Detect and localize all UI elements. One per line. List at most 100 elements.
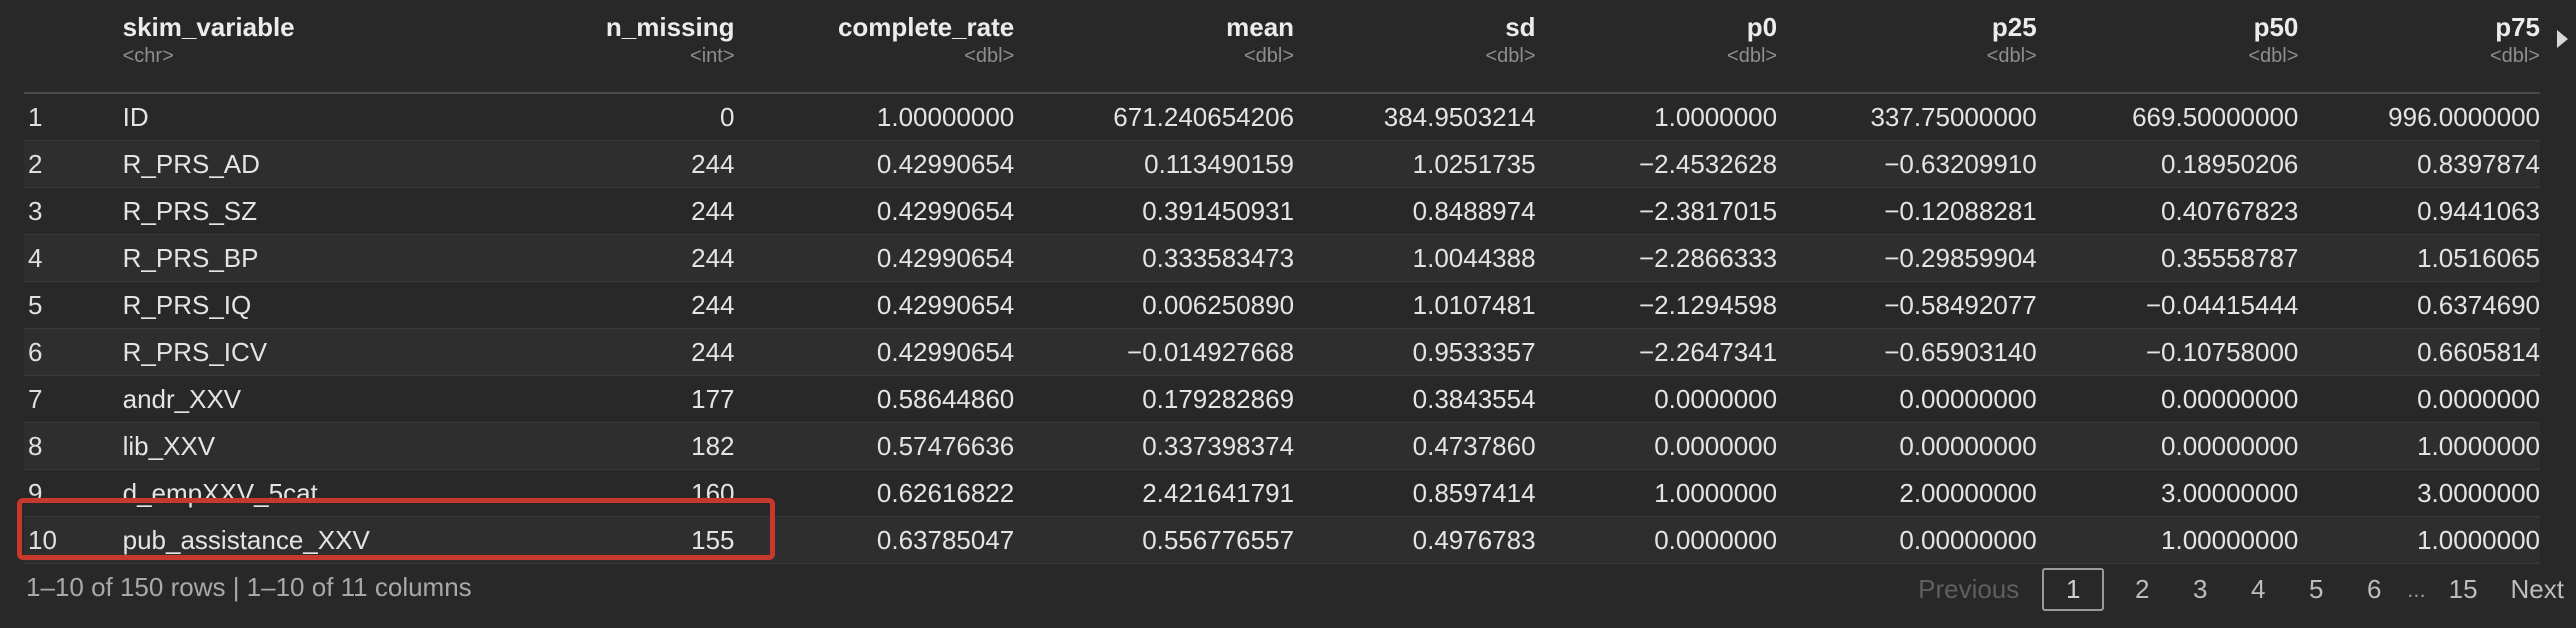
column-type: <dbl> [964,45,1015,67]
column-type: <int> [690,45,735,67]
cell-p75: 1.0516065 [2298,234,2540,282]
column-type: <dbl> [1727,45,1778,67]
cell-skim-variable: R_PRS_AD [122,140,425,188]
column-header-mean[interactable]: mean <dbl> [1014,0,1295,94]
column-header-n-missing[interactable]: n_missing <int> [424,0,735,94]
cell-p25: −0.58492077 [1777,281,2037,329]
cell-sd: 0.8488974 [1294,187,1536,235]
cell-p50: −0.04415444 [2036,281,2299,329]
cell-n-missing: 0 [424,93,735,141]
page-button-3[interactable]: 3 [2193,574,2208,604]
cell-p25: 0.00000000 [1777,422,2037,470]
cell-complete-rate: 1.00000000 [734,93,1015,141]
cell-complete-rate: 0.42990654 [734,234,1015,282]
cell-complete-rate: 0.42990654 [734,140,1015,188]
cell-complete-rate: 0.62616822 [734,469,1015,517]
page-button-1[interactable]: 1 [2042,568,2105,611]
page-button-5[interactable]: 5 [2309,574,2324,604]
cell-row-index: 3 [24,187,123,235]
column-header-p25[interactable]: p25 <dbl> [1777,0,2037,94]
cell-p50: 0.00000000 [2036,375,2299,423]
cell-mean: 0.333583473 [1014,234,1295,282]
cell-complete-rate: 0.57476636 [734,422,1015,470]
cell-p50: 0.18950206 [2036,140,2299,188]
cell-p0: 0.0000000 [1535,516,1778,564]
table-body: 1 ID 0 1.00000000 671.240654206 384.9503214 1.… [24,93,2540,564]
cell-p25: 2.00000000 [1777,469,2037,517]
table-row[interactable]: 10 pub_assistance_XXV 155 0.63785047 0.55677… [24,516,2540,564]
column-type: <dbl> [1243,45,1295,67]
column-header-p50[interactable]: p50 <dbl> [2036,0,2299,94]
header-row: skim_variable <chr> n_missing <int> comple… [24,0,2540,94]
column-header-sd[interactable]: sd <dbl> [1294,0,1536,94]
cell-mean: 2.421641791 [1014,469,1295,517]
cell-sd: 384.9503214 [1294,93,1536,141]
cell-sd: 1.0107481 [1294,281,1536,329]
page-button-2[interactable]: 2 [2135,574,2150,604]
cell-p50: 0.00000000 [2036,422,2299,470]
table-row[interactable]: 2 R_PRS_AD 244 0.42990654 0.113490159 1.02517… [24,140,2540,188]
cell-p25: −0.63209910 [1777,140,2037,188]
column-header-p0[interactable]: p0 <dbl> [1535,0,1778,94]
cell-complete-rate: 0.58644860 [734,375,1015,423]
cell-p25: 337.75000000 [1777,93,2037,141]
cell-p25: −0.12088281 [1777,187,2037,235]
page-button-4[interactable]: 4 [2251,574,2266,604]
cell-row-index: 2 [24,140,123,188]
cell-sd: 0.9533357 [1294,328,1536,376]
cell-p75: 0.6374690 [2298,281,2540,329]
column-type: <dbl> [2489,45,2540,67]
cell-p0: −2.3817015 [1535,187,1778,235]
cell-mean: 0.556776557 [1014,516,1295,564]
column-type: <dbl> [2248,45,2299,67]
cell-skim-variable: andr_XXV [122,375,425,423]
cell-p0: −2.1294598 [1535,281,1778,329]
cell-complete-rate: 0.42990654 [734,281,1015,329]
cell-complete-rate: 0.42990654 [734,187,1015,235]
column-header-complete-rate[interactable]: complete_rate <dbl> [734,0,1015,94]
pagination: Previous 1 2 3 4 5 6 ... 15 Next [1918,568,2572,611]
cell-sd: 0.4976783 [1294,516,1536,564]
cell-mean: 0.179282869 [1014,375,1295,423]
table-row[interactable]: 6 R_PRS_ICV 244 0.42990654 −0.014927668 0.953… [24,328,2540,376]
next-page-button[interactable]: Next [2510,574,2564,604]
table-row[interactable]: 5 R_PRS_IQ 244 0.42990654 0.006250890 1.01074… [24,281,2540,329]
cell-n-missing: 160 [424,469,735,517]
cell-p0: 0.0000000 [1535,375,1778,423]
cell-p50: −0.10758000 [2036,328,2299,376]
cell-skim-variable: R_PRS_SZ [122,187,425,235]
cell-row-index: 9 [24,469,123,517]
cell-row-index: 5 [24,281,123,329]
column-name: mean [1226,12,1295,42]
cell-p50: 1.00000000 [2036,516,2299,564]
table-row[interactable]: 4 R_PRS_BP 244 0.42990654 0.333583473 1.00443… [24,234,2540,282]
cell-p25: −0.65903140 [1777,328,2037,376]
cell-p0: 1.0000000 [1535,93,1778,141]
previous-page-button[interactable]: Previous [1918,574,2020,604]
column-header-index[interactable] [24,0,123,94]
cell-p75: 996.0000000 [2298,93,2540,141]
table-row[interactable]: 9 d_empXXV_5cat 160 0.62616822 2.421641791 0.… [24,469,2540,517]
cell-mean: −0.014927668 [1014,328,1295,376]
column-header-skim-variable[interactable]: skim_variable <chr> [122,0,425,94]
cell-row-index: 10 [24,516,123,564]
column-name: sd [1505,12,1536,42]
cell-mean: 0.337398374 [1014,422,1295,470]
table-footer: 1–10 of 150 rows | 1–10 of 11 columns Pr… [0,560,2576,616]
column-header-p75[interactable]: p75 <dbl> [2298,0,2540,94]
cell-p75: 0.9441063 [2298,187,2540,235]
table-row[interactable]: 8 lib_XXV 182 0.57476636 0.337398374 0.473786… [24,422,2540,470]
page-button-last[interactable]: 15 [2448,574,2478,604]
cell-sd: 0.8597414 [1294,469,1536,517]
page-button-6[interactable]: 6 [2367,574,2382,604]
cell-n-missing: 182 [424,422,735,470]
table-row[interactable]: 7 andr_XXV 177 0.58644860 0.179282869 0.38435… [24,375,2540,423]
table-row[interactable]: 1 ID 0 1.00000000 671.240654206 384.9503214 1.… [24,93,2540,141]
cell-n-missing: 244 [424,281,735,329]
column-type: <dbl> [1485,45,1536,67]
cell-complete-rate: 0.63785047 [734,516,1015,564]
cell-p75: 0.6605814 [2298,328,2540,376]
table-row[interactable]: 3 R_PRS_SZ 244 0.42990654 0.391450931 0.84889… [24,187,2540,235]
triangle-right-icon[interactable] [2557,30,2568,48]
cell-sd: 1.0044388 [1294,234,1536,282]
